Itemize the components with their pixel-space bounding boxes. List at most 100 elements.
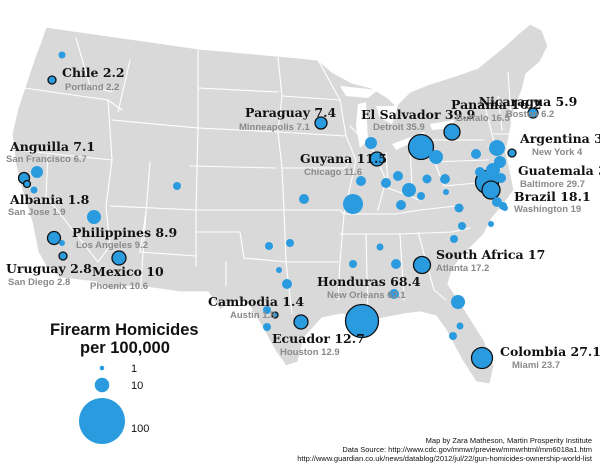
us-landmass: [11, 23, 549, 385]
bubble-wichita: [299, 194, 309, 204]
label-city-san-jose: San Jose 1.9: [8, 207, 66, 218]
label-country-colombia: Colombia 27.1: [500, 344, 600, 359]
bubble-fort-worth: [276, 267, 282, 273]
bubble-indianapolis: [393, 171, 403, 181]
bubble-milwaukee: [365, 137, 377, 149]
label-city-baltimore: Baltimore 29.7: [520, 179, 585, 190]
label-city-new-york: New York 4: [532, 147, 583, 158]
bubble-nashville: [376, 243, 384, 251]
label-city-san-francisco: San Francisco 6.7: [6, 154, 87, 165]
bubble-oklahoma-city: [265, 242, 273, 250]
label-country-paraguay: Paraguay 7.4: [245, 105, 336, 120]
bubble-buffalo: [443, 123, 461, 141]
bubble-cincinnati: [402, 183, 416, 197]
bubble-mobile: [389, 289, 399, 299]
lake-michigan: [356, 102, 368, 148]
bubble-los-angeles: [46, 230, 62, 246]
bubble-dallas: [282, 279, 292, 289]
bubble-miami: [470, 346, 494, 370]
label-country-guatemala: Guatemala 34.8: [518, 163, 600, 178]
legend-bubble-1: [99, 365, 105, 371]
bubble-birmingham: [391, 259, 401, 269]
label-country-brazil: Brazil 18.1: [514, 189, 591, 204]
bubble-portland: [47, 75, 57, 85]
label-country-south-africa: South Africa 17: [436, 247, 545, 262]
bubble-davenport: [356, 176, 366, 186]
bubble-wilmington: [496, 173, 506, 183]
label-city-san-diego: San Diego 2.8: [8, 277, 70, 288]
label-city-detroit: Detroit 35.9: [373, 122, 425, 133]
bubble-new-orleans: [344, 303, 380, 339]
credit-author: Map by Zara Matheson, Martin Prosperity …: [426, 436, 592, 445]
label-country-chile: Chile 2.2: [62, 65, 125, 80]
bubble-detroit: [407, 133, 435, 161]
label-country-anguilla: Anguilla 7.1: [9, 139, 95, 154]
bubble-new-york: [507, 148, 517, 158]
label-country-cambodia: Cambodia 1.4: [208, 294, 304, 309]
bubble-dayton: [422, 174, 432, 184]
bubble-raleigh: [488, 221, 494, 227]
bubble-columbia: [450, 235, 458, 243]
bubble-st-louis: [381, 178, 391, 188]
bubble-louisville: [396, 200, 406, 210]
bubble-tulsa: [286, 239, 294, 247]
bubble-atlanta: [412, 255, 432, 275]
legend-label-100: 100: [131, 423, 149, 435]
legend-bubble-100: [79, 398, 125, 444]
label-country-argentina: Argentina 3.0: [519, 131, 600, 146]
bubble-austin: [271, 311, 279, 319]
bubble-long-beach: [59, 240, 65, 246]
legend-title-line1: Firearm Homicides: [50, 321, 199, 339]
bubble-toledo: [429, 150, 443, 164]
bubble-wheeling: [443, 189, 449, 195]
bubble-corpus-christi: [263, 323, 271, 331]
bubble-san-jose: [22, 179, 32, 189]
legend-title-line2: per 100,000: [80, 339, 170, 357]
lake-huron: [376, 106, 398, 124]
bubble-las-vegas: [87, 210, 101, 224]
bubble-houston: [293, 314, 309, 330]
bubble-tampa: [449, 332, 457, 340]
bubbles-layer: [17, 51, 539, 370]
label-city-buffalo: Buffalo 16.5: [456, 113, 511, 124]
bubble-oakland: [31, 166, 43, 178]
state-borders: [15, 37, 531, 317]
label-city-minneapolis: Minneapolis 7.1: [239, 122, 310, 133]
legend-bubble-10: [94, 377, 110, 393]
label-country-mexico: Mexico 10: [92, 264, 164, 279]
bubble-denver: [173, 182, 181, 190]
credit-source-guardian: http://www.guardian.co.uk/news/datablog/…: [297, 454, 593, 463]
bubble-san-antonio: [263, 306, 271, 314]
label-country-philippines: Philippines 8.9: [72, 225, 177, 240]
label-city-atlanta: Atlanta 17.2: [436, 263, 489, 274]
bubble-orlando: [456, 322, 464, 330]
label-country-albania: Albania 1.8: [9, 192, 90, 207]
lake-superior: [340, 86, 378, 98]
label-country-el-salvador: El Salvador 39.9: [361, 107, 475, 122]
label-country-ecuador: Ecuador 12.7: [272, 331, 365, 346]
bubble-harrisburg: [475, 167, 485, 177]
bubble-kansas-city: [343, 194, 363, 214]
credit-source-cdc: Data Source: http://www.cdc.gov/mmwr/pre…: [342, 445, 592, 454]
bubble-philadelphia: [486, 163, 500, 177]
legend-label-1: 1: [131, 363, 137, 375]
label-city-chicago: Chicago 11.6: [304, 167, 362, 178]
label-country-uruguay: Uruguay 2.8: [6, 261, 92, 276]
label-city-houston: Houston 12.9: [280, 347, 340, 358]
bubble-boston: [527, 107, 539, 119]
credits: Map by Zara Matheson, Martin Prosperity …: [297, 436, 593, 463]
legend: Firearm Homicides per 100,000 1 10 100: [50, 321, 199, 444]
bubble-columbus: [417, 192, 425, 200]
annotation-labels: Chile 2.2 Portland 2.2 Paraguay 7.4 Minn…: [6, 65, 600, 371]
label-city-los-angeles: Los Angeles 9.2: [76, 240, 148, 251]
label-country-honduras: Honduras 68.4: [317, 274, 421, 289]
label-country-nicaragua: Nicaragua 5.9: [479, 94, 578, 109]
bubble-san-diego: [58, 251, 68, 261]
label-city-boston: Boston 6.2: [506, 109, 555, 120]
label-city-miami: Miami 23.7: [512, 360, 560, 371]
label-city-phoenix: Phoenix 10.6: [90, 281, 148, 292]
bubble-hartford: [489, 140, 505, 156]
bubble-chicago: [369, 151, 385, 167]
label-city-washington: Washington 19: [514, 204, 581, 215]
